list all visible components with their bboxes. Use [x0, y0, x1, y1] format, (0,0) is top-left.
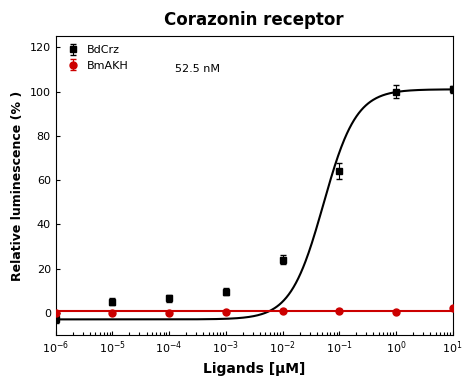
Legend: BdCrz, BmAKH: BdCrz, BmAKH — [61, 42, 132, 74]
X-axis label: Ligands [μM]: Ligands [μM] — [203, 362, 305, 376]
Title: Corazonin receptor: Corazonin receptor — [164, 11, 344, 29]
Y-axis label: Relative luminescence (% ): Relative luminescence (% ) — [11, 91, 24, 281]
Text: 52.5 nM: 52.5 nM — [175, 64, 220, 74]
